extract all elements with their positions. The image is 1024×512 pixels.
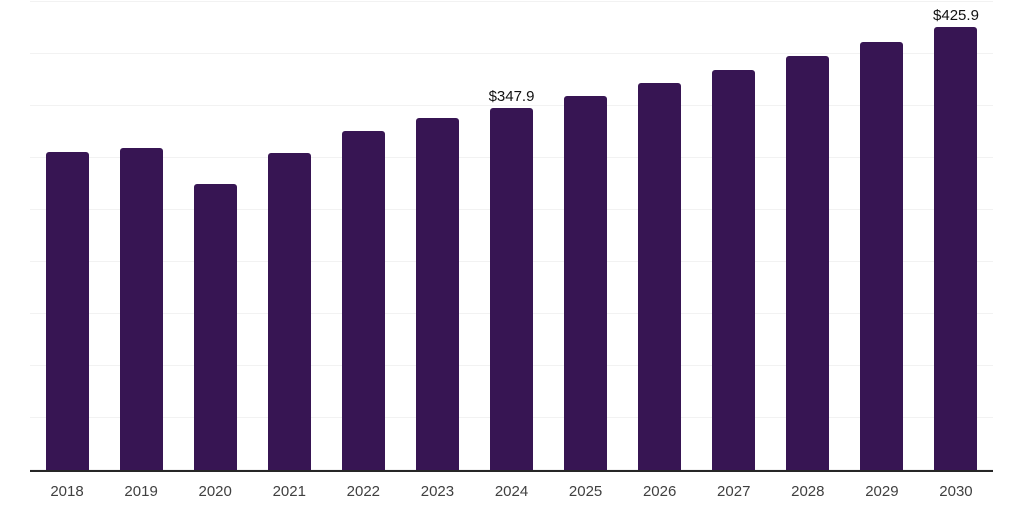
bar-slot-2019: [104, 2, 178, 470]
bar-slot-2025: [549, 2, 623, 470]
bar-slot-2027: [697, 2, 771, 470]
x-tick-2021: 2021: [272, 483, 306, 500]
x-tick-2025: 2025: [568, 483, 603, 500]
x-tick-2023: 2023: [420, 483, 455, 500]
x-tick-2019: 2019: [124, 483, 158, 500]
x-tick-2020: 2020: [198, 483, 232, 500]
bar-slot-2021: [252, 2, 326, 470]
x-tick-2022: 2022: [346, 483, 381, 500]
bar-2030: [934, 27, 978, 470]
bar-2024: [490, 108, 533, 470]
data-label-2030: $425.9: [933, 7, 979, 25]
bar-2023: [415, 118, 459, 470]
x-tick-2030: 2030: [939, 483, 973, 500]
bar-2025: [564, 95, 608, 470]
x-tick-2026: 2026: [642, 483, 677, 500]
x-axis-tick-labels: 2018 2019 2020 2021 2022 2023 2024 2025 2026 2027…: [30, 483, 993, 501]
x-tick-2018: 2018: [50, 483, 84, 500]
bar-slot-2030: $425.9: [919, 2, 993, 470]
bar-slot-2018: [30, 2, 104, 470]
gridline-350: [30, 105, 993, 106]
bar-2029: [860, 41, 904, 470]
bar-slot-2020: [178, 2, 252, 470]
x-tick-2028: 2028: [791, 483, 825, 500]
gridline-450: [30, 1, 993, 2]
bar-slot-2024: $347.9: [474, 2, 548, 470]
data-label-2024: $347.9: [488, 88, 535, 106]
bar-slot-2029: [845, 2, 919, 470]
bar-2021: [267, 152, 311, 470]
bar-2020: [193, 184, 237, 470]
bar-2026: [638, 82, 682, 470]
bar-slot-2028: [771, 2, 845, 470]
bar-slot-2023: [400, 2, 474, 470]
x-tick-2029: 2029: [865, 483, 899, 500]
bar-slot-2026: [623, 2, 697, 470]
bar-2027: [712, 69, 756, 470]
x-tick-2024: 2024: [494, 483, 529, 500]
bar-slot-2022: [326, 2, 400, 470]
x-tick-2027: 2027: [717, 483, 751, 500]
bar-2019: [119, 147, 163, 470]
bar-2018: [45, 151, 89, 470]
plot-area: $347.9 $425.9: [30, 1, 993, 472]
bar-2028: [786, 55, 830, 470]
bar-2022: [341, 130, 385, 470]
bars-container: $347.9 $425.9: [30, 2, 993, 470]
gridline-400: [30, 53, 993, 54]
x-axis-line: [30, 470, 993, 472]
